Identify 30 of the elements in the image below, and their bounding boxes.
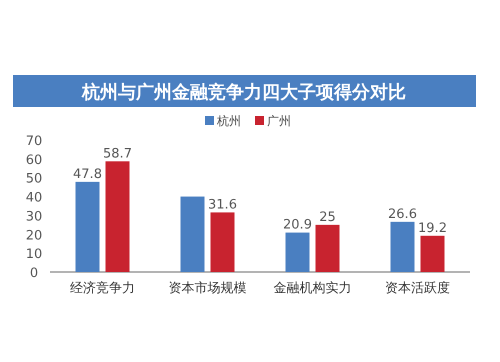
bar <box>76 182 100 272</box>
data-label: 31.6 <box>208 197 237 212</box>
bar <box>316 224 340 272</box>
bar <box>106 161 130 272</box>
legend-label: 杭州 <box>216 114 241 128</box>
bar <box>210 212 234 272</box>
data-label: 26.6 <box>388 206 417 222</box>
data-label: 20.9 <box>283 218 312 233</box>
bar <box>420 236 444 272</box>
data-label: 25 <box>319 210 336 225</box>
y-tick-label: 10 <box>26 247 42 262</box>
x-tick-label: 经济竞争力 <box>70 281 135 296</box>
y-tick-label: 0 <box>30 266 38 281</box>
data-label: 19.2 <box>418 220 447 236</box>
chart-title: 杭州与广州金融竞争力四大子项得分对比 <box>81 82 406 103</box>
x-tick-label: 资本市场规模 <box>168 281 246 296</box>
data-label: 58.7 <box>103 146 132 162</box>
y-tick-label: 20 <box>26 228 42 244</box>
x-tick-label: 资本活跃度 <box>385 280 450 296</box>
y-tick-label: 40 <box>26 190 42 206</box>
bar <box>390 222 414 272</box>
bar <box>180 196 204 272</box>
bar <box>286 232 310 272</box>
legend-label: 广州 <box>267 114 291 128</box>
y-tick-label: 30 <box>26 209 42 224</box>
y-tick-label: 70 <box>26 134 42 149</box>
x-tick-label: 金融机构实力 <box>274 281 352 296</box>
y-tick-label: 60 <box>26 152 42 168</box>
y-tick-label: 50 <box>26 172 42 187</box>
data-label: 47.8 <box>73 166 102 182</box>
